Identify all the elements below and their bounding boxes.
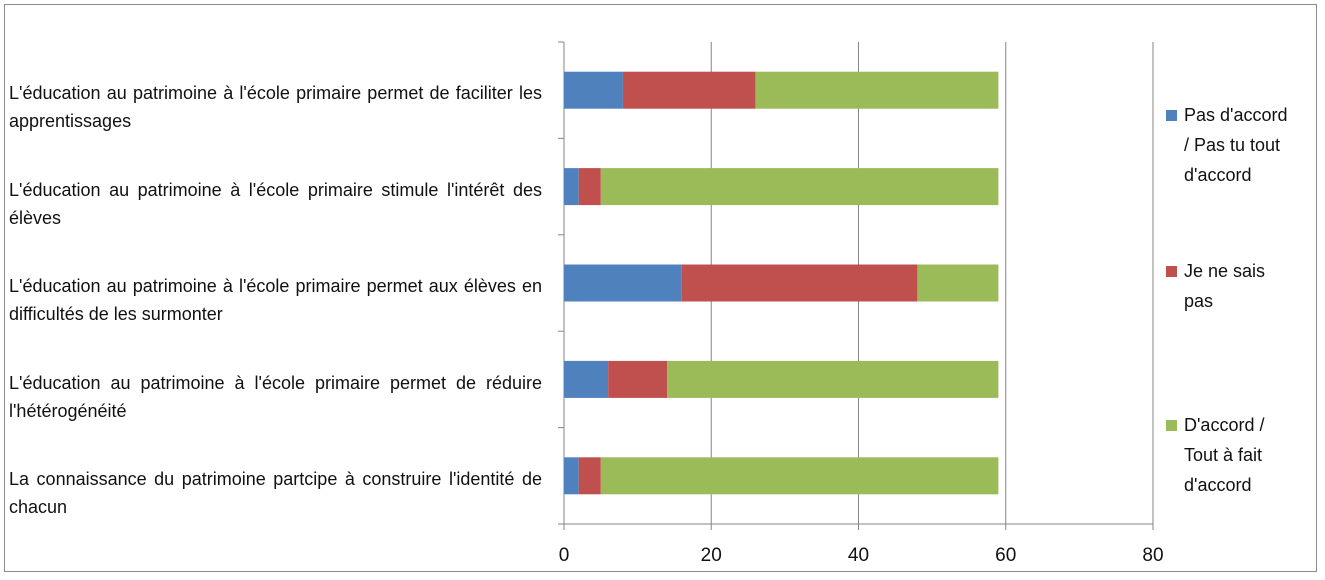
category-label: L'éducation au patrimoine à l'école prim… bbox=[9, 83, 542, 131]
legend-swatch bbox=[1166, 110, 1177, 121]
category-label: L'éducation au patrimoine à l'école prim… bbox=[9, 276, 542, 324]
legend-label: Je ne sais pas bbox=[1184, 261, 1266, 311]
legend-swatch bbox=[1166, 420, 1177, 431]
legend-swatch bbox=[1166, 266, 1177, 277]
category-label: L'éducation au patrimoine à l'école prim… bbox=[9, 373, 542, 421]
category-label: L'éducation au patrimoine à l'école prim… bbox=[9, 180, 542, 228]
legend-label: Pas d'accord / Pas tu tout d'accord bbox=[1184, 105, 1288, 185]
legend-label: D'accord / Tout à fait d'accord bbox=[1184, 415, 1265, 495]
category-label: La connaissance du patrimoine partcipe à… bbox=[9, 469, 542, 517]
